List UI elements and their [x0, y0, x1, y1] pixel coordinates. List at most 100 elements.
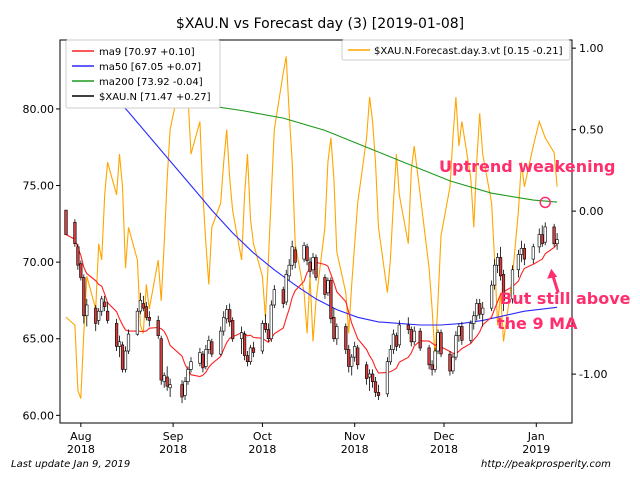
candle [326, 277, 330, 296]
candle [454, 331, 458, 361]
candle [207, 335, 211, 355]
candle [388, 344, 393, 365]
candle [94, 305, 98, 332]
candle [314, 254, 318, 281]
candle [311, 252, 315, 275]
candle [204, 344, 208, 370]
candle [308, 257, 312, 278]
candle [73, 219, 77, 247]
candle [475, 298, 479, 321]
y-right-tick-label: 0.00 [579, 205, 604, 218]
y-left-tick-label: 60.00 [23, 409, 55, 422]
candle [510, 265, 515, 304]
candle [106, 301, 110, 324]
candle [397, 320, 401, 348]
candle [156, 315, 160, 339]
candle [180, 380, 184, 404]
candle [243, 331, 247, 361]
candle [412, 326, 416, 345]
annotation-uptrend-weakening: Uptrend weakening [439, 157, 615, 176]
y-right-tick-label: 1.00 [579, 42, 604, 55]
candle [198, 347, 202, 367]
candle [272, 285, 276, 309]
candle [79, 260, 83, 281]
x-tick-label: Sep 2018 [159, 430, 187, 456]
candle [373, 377, 378, 397]
candle [183, 377, 187, 401]
candle [555, 233, 559, 250]
candle [370, 369, 375, 388]
candle [329, 277, 333, 324]
candle [165, 366, 169, 391]
annotation-circle [539, 196, 551, 209]
legend-forecast: $XAU.N.Forecast.day.3.vt [0.15 -0.21] [374, 46, 563, 57]
candle [305, 243, 309, 266]
candle [406, 317, 410, 335]
candle [344, 323, 348, 355]
candle [469, 320, 473, 344]
candle [478, 298, 482, 319]
candle [492, 259, 497, 290]
candle [335, 323, 339, 345]
candle [481, 301, 485, 327]
candle [540, 225, 544, 247]
candle [210, 338, 214, 358]
footer-url: http://peakprosperity.com [481, 459, 611, 470]
candle [126, 329, 131, 355]
candle [222, 311, 226, 336]
candle [248, 344, 253, 365]
y-left-tick-label: 80.00 [23, 103, 55, 116]
candle [115, 318, 119, 351]
candle [123, 346, 128, 373]
candle [385, 357, 390, 397]
candle [519, 240, 523, 263]
footer-last-update: Last update Jan 9, 2019 [11, 459, 131, 470]
candle [168, 378, 172, 397]
y-left-tick-label: 75.00 [23, 180, 55, 193]
legend-left: ma9 [70.97 +0.10] ma50 [67.05 +0.07] ma2… [65, 39, 221, 109]
candle [522, 243, 526, 266]
candle [162, 372, 166, 388]
candle [495, 252, 500, 273]
candle [117, 335, 122, 358]
candle [433, 347, 437, 373]
candle [189, 357, 193, 373]
candle [353, 341, 357, 362]
candle [219, 326, 223, 356]
candle [97, 308, 101, 325]
annotation-nine-ma: the 9 MA [497, 314, 578, 333]
candle [225, 305, 229, 324]
candle [141, 295, 145, 312]
candle [100, 295, 104, 316]
legend-right: $XAU.N.Forecast.day.3.vt [0.15 -0.21] [341, 39, 571, 61]
candle [231, 317, 235, 342]
ma200-series-line [199, 103, 558, 203]
candle [76, 243, 80, 270]
candle [451, 354, 455, 374]
candle [201, 350, 205, 373]
candle [251, 341, 256, 358]
candle [120, 341, 125, 373]
candle [531, 243, 535, 264]
plot-frame [59, 39, 573, 424]
candle [228, 303, 232, 327]
x-tick-label: Oct 2018 [248, 430, 276, 456]
candle [489, 280, 494, 312]
candle [537, 228, 541, 253]
candle [186, 366, 190, 385]
annotation-arrowhead [547, 268, 558, 279]
candle [103, 295, 107, 312]
candle [457, 323, 461, 342]
candle [498, 246, 503, 281]
candle [260, 320, 265, 355]
candle [552, 223, 556, 247]
candle [302, 242, 306, 263]
candle [135, 308, 140, 336]
annotation-still-above: But still above [500, 289, 631, 308]
annotation-arrow [551, 276, 560, 294]
legend-ma9: ma9 [70.97 +0.10] [99, 47, 195, 58]
candle [472, 311, 476, 330]
candle [460, 321, 464, 345]
